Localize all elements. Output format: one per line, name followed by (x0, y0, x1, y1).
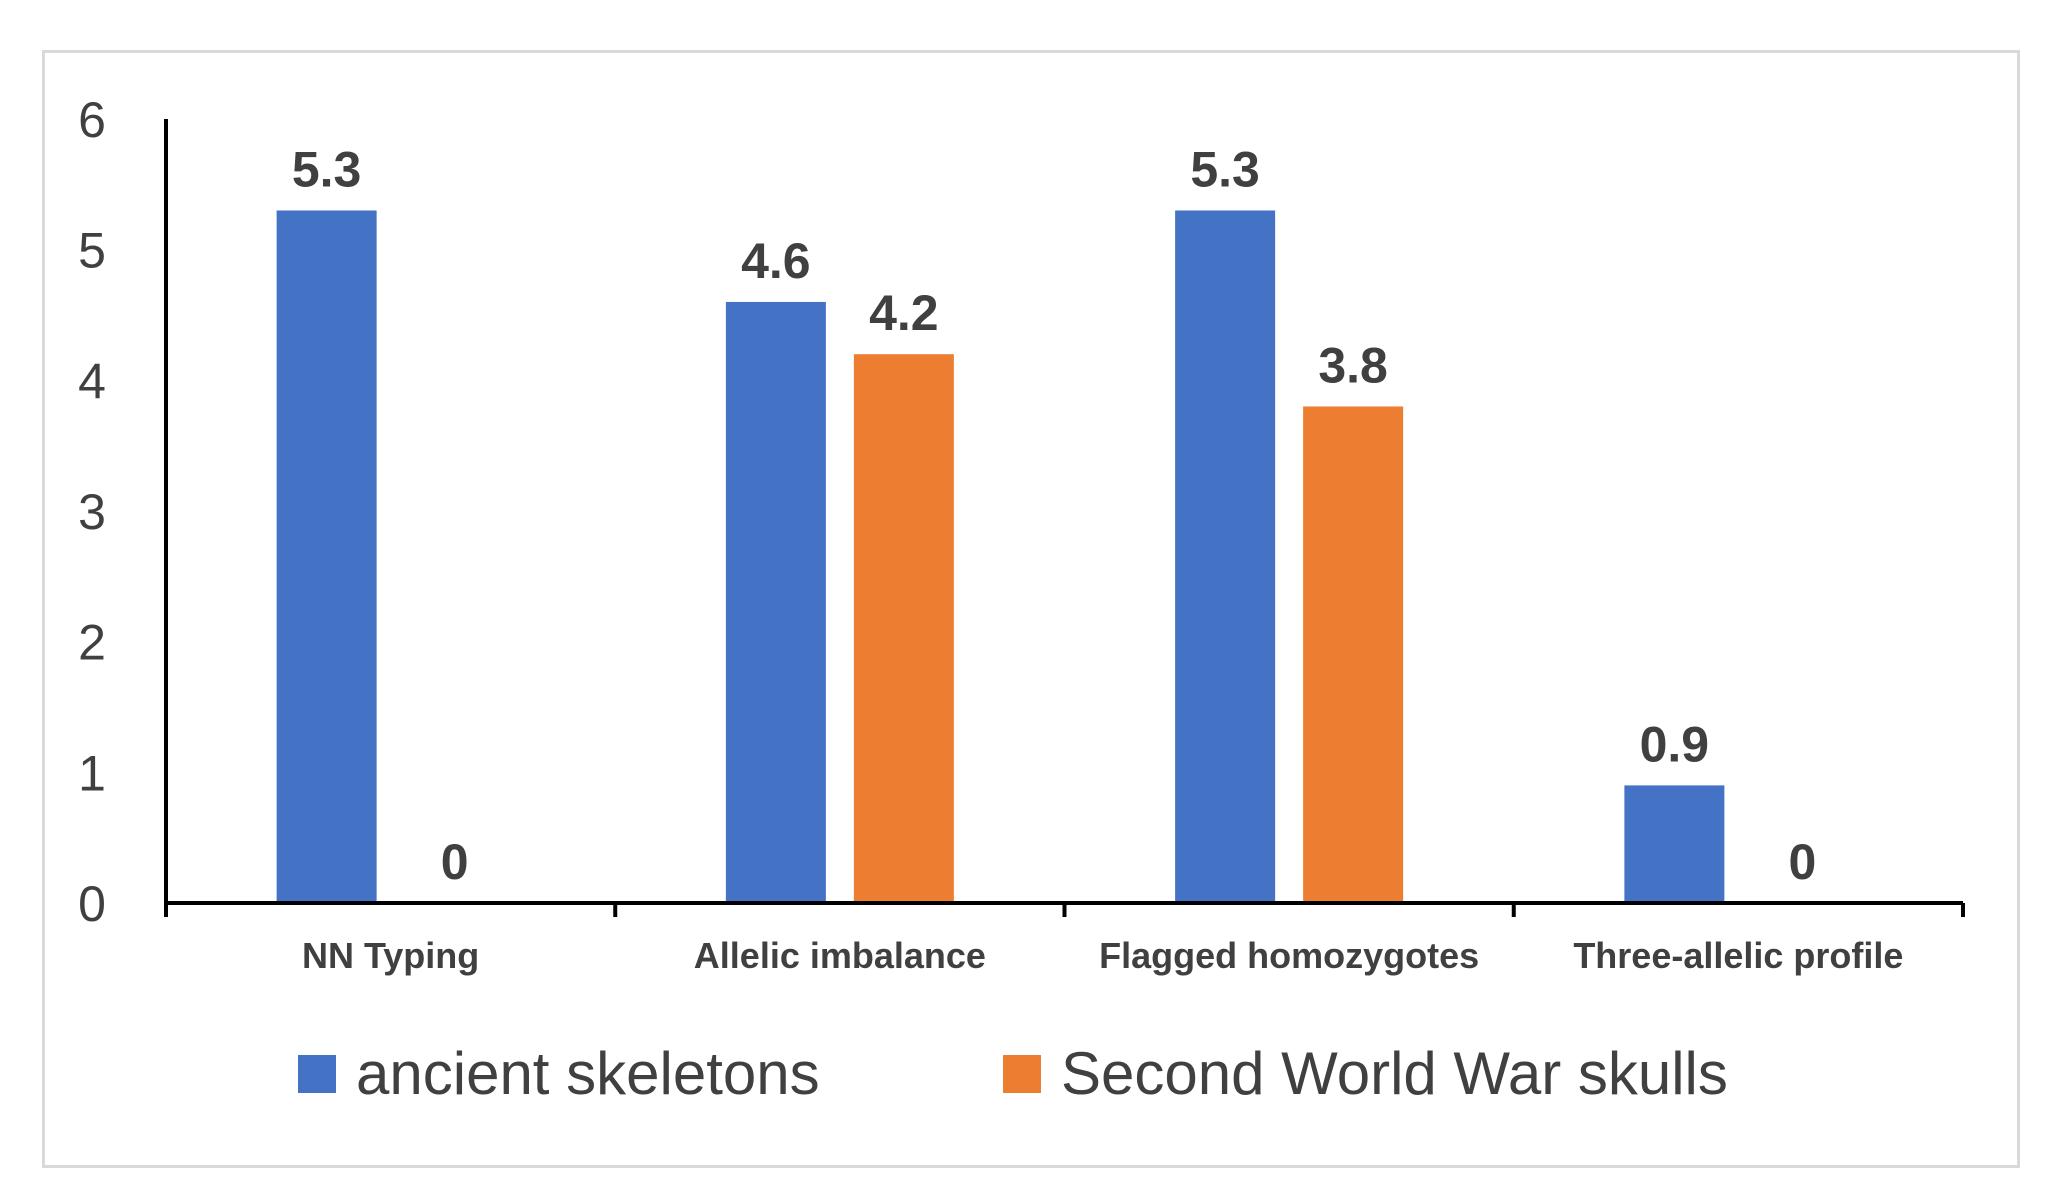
bar (853, 354, 954, 903)
x-tick-label: Allelic imbalance (694, 935, 986, 976)
bar (1175, 210, 1276, 903)
data-label: 3.8 (1318, 337, 1388, 393)
data-label: 0 (441, 834, 469, 890)
y-tick-label: 0 (78, 876, 106, 932)
bar (1624, 785, 1725, 903)
x-tick-label: Three-allelic profile (1573, 935, 1903, 976)
legend-swatch (1003, 1055, 1041, 1093)
y-tick-label: 5 (78, 223, 106, 279)
x-axis-ticks: NN Typing Allelic imbalance Flagged homozy… (302, 935, 1903, 976)
data-label: 4.2 (869, 285, 939, 341)
y-tick-label: 1 (78, 745, 106, 801)
bar (276, 210, 377, 903)
legend: ancient skeletons Second World War skulls (298, 1040, 1728, 1107)
x-tick-label: NN Typing (302, 935, 479, 976)
legend-label: Second World War skulls (1061, 1040, 1728, 1107)
legend-label: ancient skeletons (356, 1040, 820, 1107)
y-axis-ticks: 0 1 2 3 4 5 6 (78, 92, 106, 932)
y-tick-label: 3 (78, 484, 106, 540)
data-label: 5.3 (292, 141, 362, 197)
data-label: 5.3 (1190, 141, 1260, 197)
data-label: 0 (1788, 834, 1816, 890)
bar (725, 301, 826, 903)
bars (276, 210, 1725, 903)
data-label: 4.6 (741, 233, 811, 289)
axes (164, 119, 1965, 917)
bar (1303, 406, 1404, 903)
legend-swatch (298, 1055, 336, 1093)
y-tick-label: 4 (78, 353, 106, 409)
data-label: 0.9 (1640, 716, 1710, 772)
y-tick-label: 2 (78, 615, 106, 671)
data-labels: 5.3 0 4.6 4.2 5.3 3.8 0.9 0 (292, 141, 1816, 890)
x-tick-label: Flagged homozygotes (1099, 935, 1479, 976)
y-tick-label: 6 (78, 92, 106, 148)
